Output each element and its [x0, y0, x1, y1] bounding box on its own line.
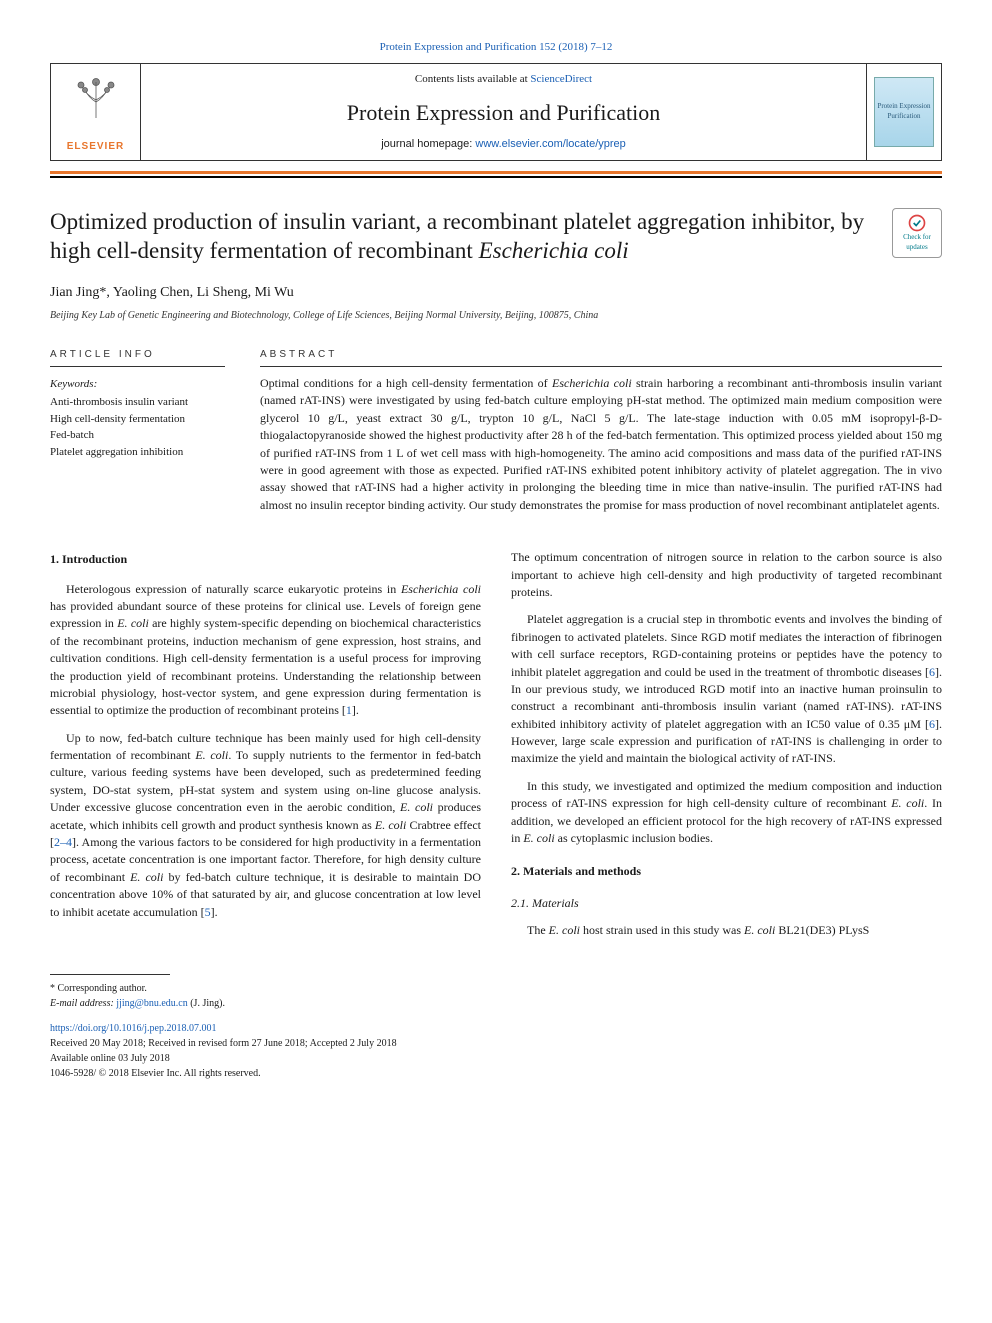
- article-info-column: ARTICLE INFO Keywords: Anti-thrombosis i…: [50, 348, 225, 514]
- elsevier-wordmark: ELSEVIER: [67, 140, 124, 154]
- footer-separator: [50, 974, 170, 975]
- journal-citation: Protein Expression and Purification 152 …: [50, 40, 942, 55]
- journal-homepage: journal homepage: www.elsevier.com/locat…: [381, 137, 626, 152]
- abstract-heading: ABSTRACT: [260, 348, 942, 367]
- intro-para-top: The optimum concentration of nitrogen so…: [511, 549, 942, 601]
- banner-center: Contents lists available at ScienceDirec…: [141, 64, 866, 160]
- authors-list: Jian Jing*, Yaoling Chen, Li Sheng, Mi W…: [50, 283, 942, 303]
- body-column-left: 1. Introduction Heterologous expression …: [50, 549, 481, 949]
- journal-title: Protein Expression and Purification: [347, 98, 660, 129]
- keywords-label: Keywords:: [50, 377, 225, 392]
- email-link[interactable]: jjing@bnu.edu.cn: [116, 998, 187, 1009]
- keyword-item: Anti-thrombosis insulin variant: [50, 394, 225, 411]
- section-2-1-heading: 2.1. Materials: [511, 895, 942, 912]
- ref-2-4[interactable]: 2–4: [54, 835, 72, 849]
- contents-available: Contents lists available at ScienceDirec…: [415, 72, 592, 87]
- keyword-item: Fed-batch: [50, 427, 225, 444]
- section-2-heading: 2. Materials and methods: [511, 863, 942, 880]
- elsevier-tree-icon: [71, 70, 121, 127]
- sciencedirect-link[interactable]: ScienceDirect: [530, 73, 592, 85]
- section-1-heading: 1. Introduction: [50, 551, 481, 568]
- body-column-right: The optimum concentration of nitrogen so…: [511, 549, 942, 949]
- available-online: Available online 03 July 2018: [50, 1051, 942, 1066]
- journal-citation-link[interactable]: Protein Expression and Purification 152 …: [380, 41, 613, 53]
- received-dates: Received 20 May 2018; Received in revise…: [50, 1036, 942, 1051]
- keyword-item: High cell-density fermentation: [50, 411, 225, 428]
- article-title: Optimized production of insulin variant,…: [50, 208, 877, 266]
- intro-para-1: Heterologous expression of naturally sca…: [50, 581, 481, 720]
- journal-homepage-link[interactable]: www.elsevier.com/locate/yprep: [475, 138, 625, 150]
- intro-para-2: Up to now, fed-batch culture technique h…: [50, 730, 481, 921]
- elsevier-logo-box: ELSEVIER: [51, 64, 141, 160]
- abstract-column: ABSTRACT Optimal conditions for a high c…: [260, 348, 942, 514]
- affiliation: Beijing Key Lab of Genetic Engineering a…: [50, 309, 942, 323]
- intro-para-3: Platelet aggregation is a crucial step i…: [511, 611, 942, 768]
- footer-block: * Corresponding author. E-mail address: …: [50, 981, 942, 1081]
- article-info-heading: ARTICLE INFO: [50, 348, 225, 367]
- email-line: E-mail address: jjing@bnu.edu.cn (J. Jin…: [50, 996, 942, 1011]
- intro-para-4: In this study, we investigated and optim…: [511, 778, 942, 848]
- abstract-text: Optimal conditions for a high cell-densi…: [260, 375, 942, 514]
- doi-link[interactable]: https://doi.org/10.1016/j.pep.2018.07.00…: [50, 1023, 216, 1034]
- check-updates-badge[interactable]: Check for updates: [892, 208, 942, 258]
- journal-cover-box: Protein Expression Purification: [866, 64, 941, 160]
- journal-banner: ELSEVIER Contents lists available at Sci…: [50, 63, 942, 161]
- journal-cover-thumb: Protein Expression Purification: [874, 77, 934, 147]
- keyword-item: Platelet aggregation inhibition: [50, 444, 225, 461]
- black-divider: [50, 176, 942, 178]
- materials-para-1: The E. coli host strain used in this stu…: [511, 922, 942, 939]
- orange-divider: [50, 171, 942, 174]
- copyright-line: 1046-5928/ © 2018 Elsevier Inc. All righ…: [50, 1066, 942, 1081]
- corresponding-author: * Corresponding author.: [50, 981, 942, 996]
